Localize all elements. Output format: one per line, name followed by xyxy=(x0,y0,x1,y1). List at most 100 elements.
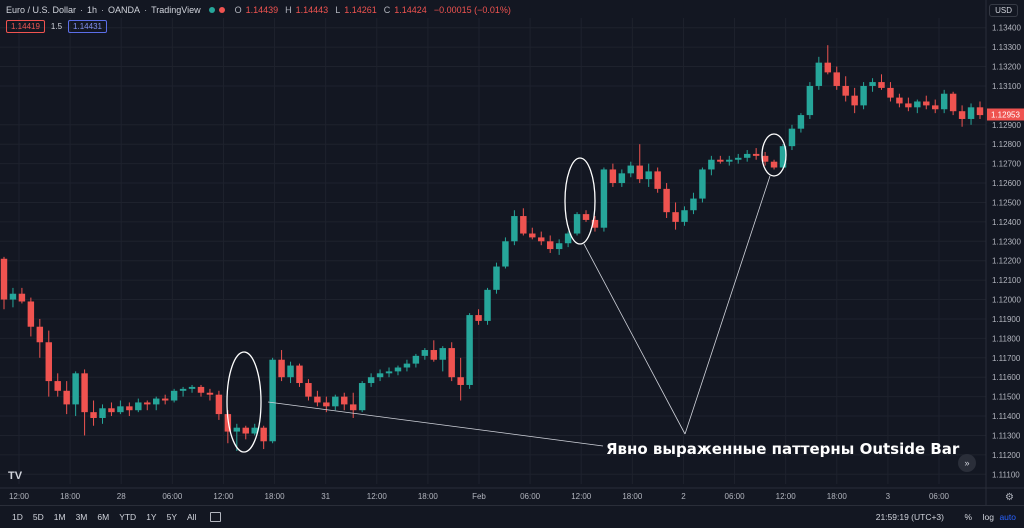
ohlc-close-label: C xyxy=(383,5,391,15)
annotation-shapes xyxy=(226,133,787,453)
y-tick-label: 1.12000 xyxy=(992,296,1021,305)
candle-body xyxy=(761,155,769,162)
candle-body xyxy=(546,241,554,250)
scroll-right-icon[interactable]: » xyxy=(958,454,976,472)
candle-body xyxy=(0,258,8,300)
candle xyxy=(726,155,733,166)
range-button[interactable]: 5D xyxy=(32,512,44,522)
range-button[interactable]: 3M xyxy=(75,512,88,522)
candle-body xyxy=(430,350,438,360)
current-price-marker xyxy=(987,108,1024,121)
candle-body xyxy=(493,266,500,290)
y-tick-label: 1.12200 xyxy=(992,257,1021,266)
x-tick-label: 06:00 xyxy=(929,492,950,501)
candle-body xyxy=(269,359,276,442)
candle-body xyxy=(609,169,617,184)
percent-scale-button[interactable]: % xyxy=(964,512,972,522)
candle xyxy=(699,167,706,203)
candle xyxy=(197,384,205,397)
calendar-icon[interactable] xyxy=(210,512,222,522)
y-tick-label: 1.11800 xyxy=(992,334,1021,343)
candle-body xyxy=(242,427,249,434)
candle-body xyxy=(645,171,652,180)
candle xyxy=(618,169,626,187)
candle xyxy=(743,150,751,162)
candle xyxy=(851,87,858,114)
x-tick-label: 12:00 xyxy=(776,492,797,501)
candle xyxy=(887,82,894,102)
separator: · xyxy=(80,5,84,15)
candle-body xyxy=(27,301,35,327)
x-tick-label: Feb xyxy=(472,492,486,501)
candle-body xyxy=(197,386,205,393)
candle xyxy=(260,425,267,450)
symbol-name[interactable]: Euro / U.S. Dollar xyxy=(6,5,77,15)
candle xyxy=(430,340,438,362)
candle-body xyxy=(511,216,518,242)
candle-body xyxy=(869,82,876,86)
currency-button[interactable]: USD xyxy=(989,4,1018,17)
market-status-icon xyxy=(218,7,225,13)
auto-scale-button[interactable]: auto xyxy=(999,512,1016,522)
y-tick-label: 1.11500 xyxy=(992,393,1021,402)
candle-body xyxy=(36,326,44,343)
candle xyxy=(529,227,536,240)
candle-body xyxy=(743,153,751,158)
interval[interactable]: 1h xyxy=(87,5,98,15)
platform: TradingView xyxy=(151,5,201,15)
x-tick-label: 06:00 xyxy=(162,492,183,501)
candle-body xyxy=(958,111,966,119)
range-button[interactable]: 1M xyxy=(53,512,66,522)
candle-body xyxy=(896,97,903,104)
tradingview-logo-icon[interactable]: TV xyxy=(8,470,23,482)
candle-body xyxy=(726,159,733,162)
candle xyxy=(752,148,760,160)
buy-button[interactable]: 1.14431 xyxy=(68,20,107,33)
candle xyxy=(126,402,133,417)
candles xyxy=(0,45,984,451)
range-button[interactable]: All xyxy=(187,512,197,522)
candle-body xyxy=(923,101,930,106)
candle xyxy=(179,386,187,397)
candle xyxy=(349,392,357,418)
candle xyxy=(976,101,984,119)
candle-body xyxy=(421,350,429,356)
candle-body xyxy=(932,105,939,110)
candle xyxy=(609,163,617,187)
clock[interactable]: 21:59:19 (UTC+3) xyxy=(875,512,944,522)
x-tick-label: 31 xyxy=(321,492,330,501)
range-button[interactable]: YTD xyxy=(119,512,137,522)
candle xyxy=(117,400,124,415)
candle xyxy=(448,342,455,382)
x-tick-label: 12:00 xyxy=(367,492,388,501)
candle xyxy=(403,359,411,372)
x-tick-label: 28 xyxy=(117,492,126,501)
candle xyxy=(923,95,930,110)
y-tick-label: 1.11200 xyxy=(992,451,1021,460)
axes: 1.13400 1.13300 1.13200 1.13100 1.12900 1.128… xyxy=(0,0,1024,506)
candle-body xyxy=(260,427,267,442)
sell-button[interactable]: 1.14419 xyxy=(6,20,45,33)
x-tick-label: 06:00 xyxy=(520,492,541,501)
range-button[interactable]: 6M xyxy=(97,512,110,522)
outside-bar-ellipse-2 xyxy=(564,157,596,245)
log-scale-button[interactable]: log xyxy=(982,512,994,522)
range-button[interactable]: 1Y xyxy=(146,512,157,522)
candle xyxy=(484,287,491,325)
candle xyxy=(573,212,581,236)
pointer-line-1 xyxy=(267,401,604,447)
y-tick-label: 1.12300 xyxy=(992,237,1021,246)
range-button[interactable]: 5Y xyxy=(166,512,177,522)
candle-body xyxy=(18,293,26,302)
candle xyxy=(538,231,545,246)
settings-icon[interactable]: ⚙ xyxy=(1005,492,1014,503)
candle xyxy=(932,99,939,114)
x-tick-label: 18:00 xyxy=(418,492,439,501)
candle-body xyxy=(770,161,778,168)
candle-body xyxy=(45,342,52,382)
range-button[interactable]: 1D xyxy=(12,512,23,522)
candle xyxy=(99,404,106,424)
candle-body xyxy=(860,85,867,106)
candle xyxy=(824,45,832,75)
